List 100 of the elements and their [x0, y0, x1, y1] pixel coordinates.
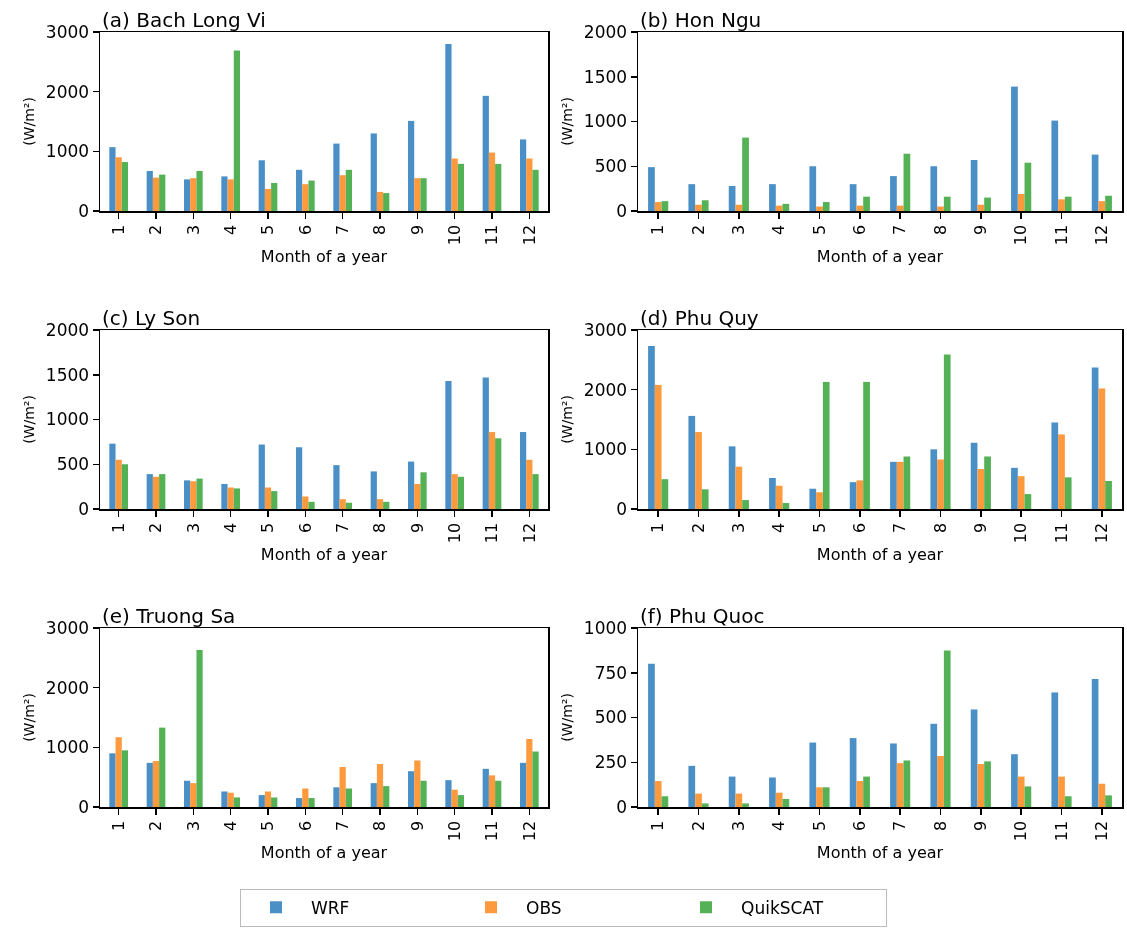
- bar: [1105, 480, 1112, 509]
- bar: [451, 474, 458, 509]
- bar: [115, 157, 122, 211]
- bar: [890, 461, 897, 509]
- x-tick-label: 10: [1011, 820, 1031, 842]
- bar: [520, 762, 527, 807]
- bar: [408, 461, 415, 509]
- bar: [937, 755, 944, 807]
- x-tick-label: 11: [1051, 820, 1071, 842]
- x-tick-label: 12: [519, 820, 539, 842]
- bar: [526, 158, 533, 211]
- x-tick-label: 7: [332, 820, 352, 832]
- x-tick-label: 4: [220, 820, 240, 832]
- bar: [1017, 193, 1025, 211]
- x-tick-label: 5: [809, 820, 829, 832]
- bar: [495, 780, 502, 807]
- bar: [308, 180, 315, 211]
- bar: [903, 456, 911, 509]
- x-tick-label: 7: [890, 522, 910, 534]
- bar: [495, 163, 502, 211]
- x-tick-label: 12: [1092, 820, 1112, 842]
- bar: [970, 709, 978, 807]
- x-tick-label: 7: [890, 820, 910, 832]
- x-tick-label: 5: [258, 820, 278, 832]
- bar: [258, 444, 265, 509]
- bar: [742, 803, 749, 807]
- y-tick-label: 3000: [45, 617, 90, 638]
- x-tick-label: 2: [688, 820, 708, 832]
- x-tick-label: 11: [1051, 522, 1071, 544]
- y-tick-label: 1000: [583, 111, 628, 132]
- bar: [775, 205, 783, 211]
- x-tick-label: 6: [850, 820, 870, 832]
- bar: [735, 793, 743, 807]
- x-tick-label: 4: [769, 820, 789, 832]
- bar: [903, 760, 911, 807]
- bar: [1058, 776, 1065, 807]
- bar: [1064, 477, 1072, 509]
- x-tick-label: 7: [890, 224, 910, 236]
- x-axis-title: Month of a year: [260, 544, 388, 564]
- x-tick-label: 3: [183, 522, 203, 534]
- bar: [184, 480, 191, 509]
- x-axis-title: Month of a year: [816, 246, 944, 266]
- x-tick-label: 4: [220, 224, 240, 236]
- bar: [526, 738, 533, 807]
- x-tick-label: 8: [370, 522, 390, 534]
- bar: [648, 167, 655, 211]
- x-tick-label: 6: [295, 522, 315, 534]
- x-axis-title: Month of a year: [816, 842, 944, 862]
- bar: [339, 767, 346, 807]
- bar: [984, 761, 991, 807]
- bar: [977, 764, 985, 807]
- x-tick-label: 1: [108, 820, 128, 832]
- x-tick-label: 1: [108, 522, 128, 534]
- x-tick-label: 2: [688, 224, 708, 236]
- bar: [984, 456, 991, 509]
- bar: [520, 139, 527, 211]
- bar: [1011, 86, 1018, 211]
- y-tick-label: 1500: [45, 364, 90, 385]
- bar: [451, 789, 458, 807]
- bar: [159, 174, 166, 211]
- y-tick-label: 2000: [45, 677, 90, 698]
- x-tick-label: 11: [482, 820, 502, 842]
- bar: [856, 205, 864, 211]
- bar: [408, 120, 415, 211]
- y-tick-label: 500: [594, 156, 628, 177]
- bar: [896, 461, 904, 509]
- bar: [196, 478, 203, 509]
- bar: [414, 178, 421, 211]
- chart-title: (f) Phu Quoc: [640, 604, 765, 628]
- bar: [782, 503, 790, 509]
- bar: [190, 481, 197, 509]
- bar: [1098, 388, 1106, 509]
- bar: [339, 175, 346, 211]
- x-axis-title: Month of a year: [260, 246, 388, 266]
- x-tick-label: 5: [258, 522, 278, 534]
- bar: [822, 381, 830, 509]
- bar: [769, 184, 776, 211]
- bar: [333, 465, 340, 509]
- bar: [1051, 422, 1059, 509]
- bar: [943, 650, 951, 807]
- bar: [109, 147, 116, 211]
- x-tick-label: 12: [519, 522, 539, 544]
- bar: [930, 723, 938, 807]
- bar: [1051, 692, 1059, 807]
- bar: [376, 764, 384, 807]
- bar: [339, 499, 346, 509]
- x-tick-label: 10: [1011, 522, 1031, 544]
- y-tick-label: 500: [56, 454, 90, 475]
- bar: [735, 204, 743, 211]
- bar: [1098, 201, 1106, 211]
- chart-title: (d) Phu Quy: [640, 306, 759, 330]
- bar: [370, 783, 377, 807]
- bar: [457, 476, 464, 509]
- x-tick-label: 6: [295, 820, 315, 832]
- bar: [890, 743, 897, 807]
- bar: [695, 204, 702, 211]
- bar: [233, 50, 240, 211]
- bar: [688, 415, 696, 509]
- bar: [701, 200, 709, 211]
- y-tick-label: 0: [616, 796, 628, 817]
